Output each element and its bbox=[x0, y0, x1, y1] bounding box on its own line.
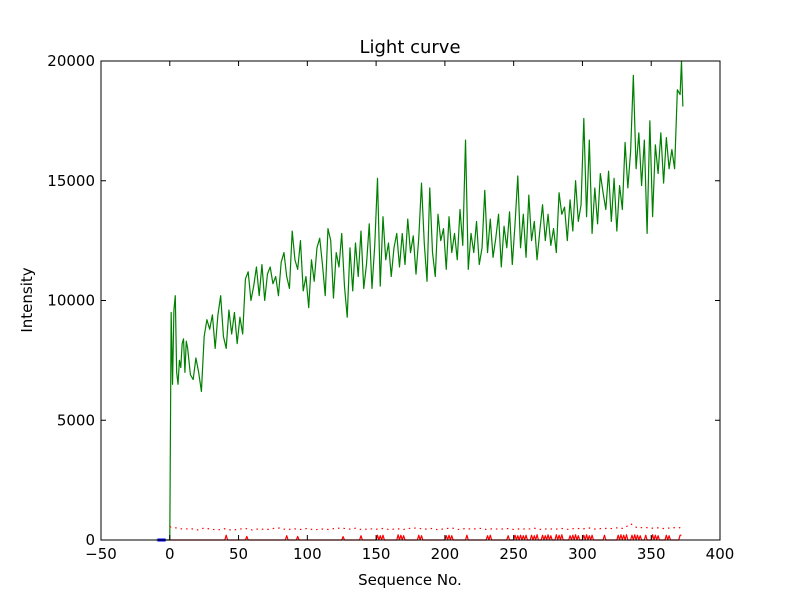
axis-ticks: −50 0 50 100 150 200 250 300 350 4000500010000150… bbox=[47, 52, 734, 563]
x-tick-label: 0 bbox=[165, 545, 175, 563]
x-tick-label: 150 bbox=[362, 545, 391, 563]
y-tick-label: 15000 bbox=[47, 172, 95, 190]
x-tick-label: 200 bbox=[431, 545, 460, 563]
y-axis-label: Intensity bbox=[18, 267, 36, 332]
y-tick-label: 20000 bbox=[47, 52, 95, 70]
plot-area bbox=[156, 60, 684, 542]
series-line-0 bbox=[156, 60, 684, 541]
y-tick-label: 10000 bbox=[47, 292, 95, 310]
axes-frame bbox=[100, 60, 721, 541]
x-tick-label: −50 bbox=[85, 545, 117, 563]
x-tick-label: 50 bbox=[229, 545, 248, 563]
series-line-1 bbox=[169, 523, 684, 531]
x-tick-label: 100 bbox=[293, 545, 322, 563]
x-tick-label: 300 bbox=[568, 545, 597, 563]
y-tick-label: 5000 bbox=[57, 411, 95, 429]
x-tick-label: 250 bbox=[499, 545, 528, 563]
chart-title: Light curve bbox=[359, 37, 460, 58]
x-tick-label: 400 bbox=[706, 545, 735, 563]
x-axis-label: Sequence No. bbox=[358, 571, 462, 589]
x-tick-label: 350 bbox=[637, 545, 666, 563]
series-line-2 bbox=[169, 534, 682, 541]
y-tick-label: 0 bbox=[85, 531, 95, 549]
